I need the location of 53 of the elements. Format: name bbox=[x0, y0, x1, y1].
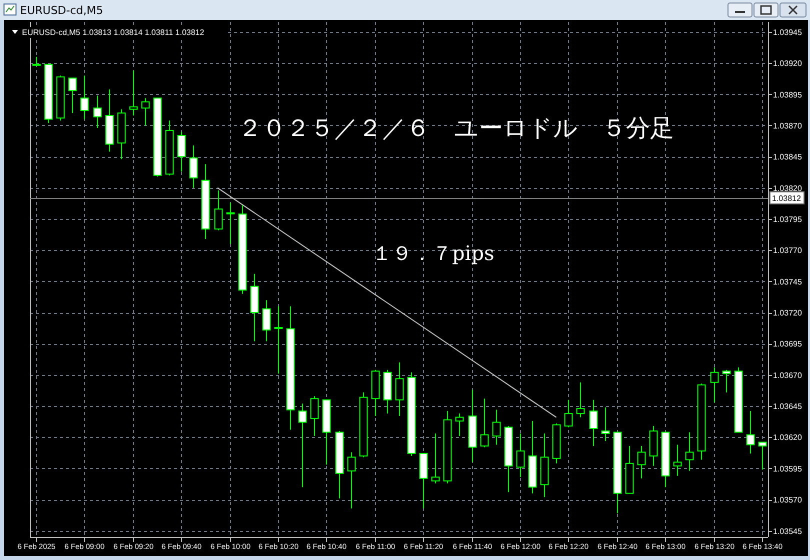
candlestick bbox=[262, 300, 271, 342]
candlestick bbox=[710, 366, 719, 403]
candlestick bbox=[589, 399, 598, 446]
chart-title: EURUSD-cd,M5 bbox=[20, 4, 104, 17]
candlestick bbox=[685, 432, 694, 472]
candlestick bbox=[141, 98, 150, 126]
candlestick bbox=[189, 144, 198, 188]
candlestick bbox=[673, 444, 682, 476]
candlestick bbox=[564, 399, 573, 428]
candlestick bbox=[129, 70, 138, 116]
candlestick bbox=[93, 95, 102, 128]
y-tick-label: 1.03595 bbox=[773, 464, 802, 474]
candlestick bbox=[576, 382, 585, 418]
y-tick-label: 1.03720 bbox=[773, 308, 802, 318]
candlestick bbox=[68, 78, 77, 114]
y-tick-label: 1.03745 bbox=[773, 277, 802, 286]
y-tick-label: 1.03920 bbox=[773, 59, 802, 68]
candlestick bbox=[177, 131, 186, 172]
text: EURUSD-cd,M5 1.03813 1.03814 1.03811 1.03812 bbox=[22, 28, 205, 37]
candlestick bbox=[758, 442, 767, 470]
candlestick bbox=[298, 403, 307, 488]
candlestick bbox=[480, 398, 489, 448]
y-tick-label: 1.03770 bbox=[773, 246, 802, 256]
y-tick-label: 1.03870 bbox=[773, 122, 802, 130]
ref-line-label: 1.03812 bbox=[772, 194, 802, 203]
candlestick bbox=[431, 433, 440, 484]
candlestick bbox=[347, 452, 356, 509]
candlestick bbox=[310, 396, 319, 436]
candlestick bbox=[80, 75, 89, 120]
y-tick-label: 1.03895 bbox=[773, 90, 802, 100]
y-tick-label: 1.03545 bbox=[773, 526, 802, 536]
candlestick bbox=[637, 445, 646, 479]
candlestick bbox=[516, 433, 525, 478]
y-tick-label: 1.03620 bbox=[773, 433, 802, 442]
y-tick-label: 1.03645 bbox=[773, 402, 802, 412]
annotation: ２０２５／２／６ ユーロドル ５分足 bbox=[238, 114, 674, 142]
annotation: １９．７pips bbox=[372, 241, 494, 265]
y-tick-label: 1.03945 bbox=[773, 28, 802, 37]
candlestick bbox=[395, 362, 404, 417]
y-tick-label: 1.03670 bbox=[773, 370, 802, 380]
y-tick-label: 1.03570 bbox=[773, 496, 802, 505]
candlestick bbox=[492, 409, 501, 446]
y-tick-label: 1.03695 bbox=[773, 340, 802, 349]
candlestick bbox=[746, 410, 755, 454]
y-tick-label: 1.03820 bbox=[773, 184, 802, 193]
y-tick-label: 1.03795 bbox=[773, 215, 802, 224]
candlestick bbox=[274, 306, 283, 374]
candlestick bbox=[722, 369, 731, 393]
candlestick bbox=[601, 406, 610, 442]
y-tick-label: 1.03845 bbox=[773, 152, 802, 162]
candlestick bbox=[214, 190, 223, 231]
candlestick bbox=[455, 413, 464, 436]
candlestick bbox=[226, 202, 235, 244]
